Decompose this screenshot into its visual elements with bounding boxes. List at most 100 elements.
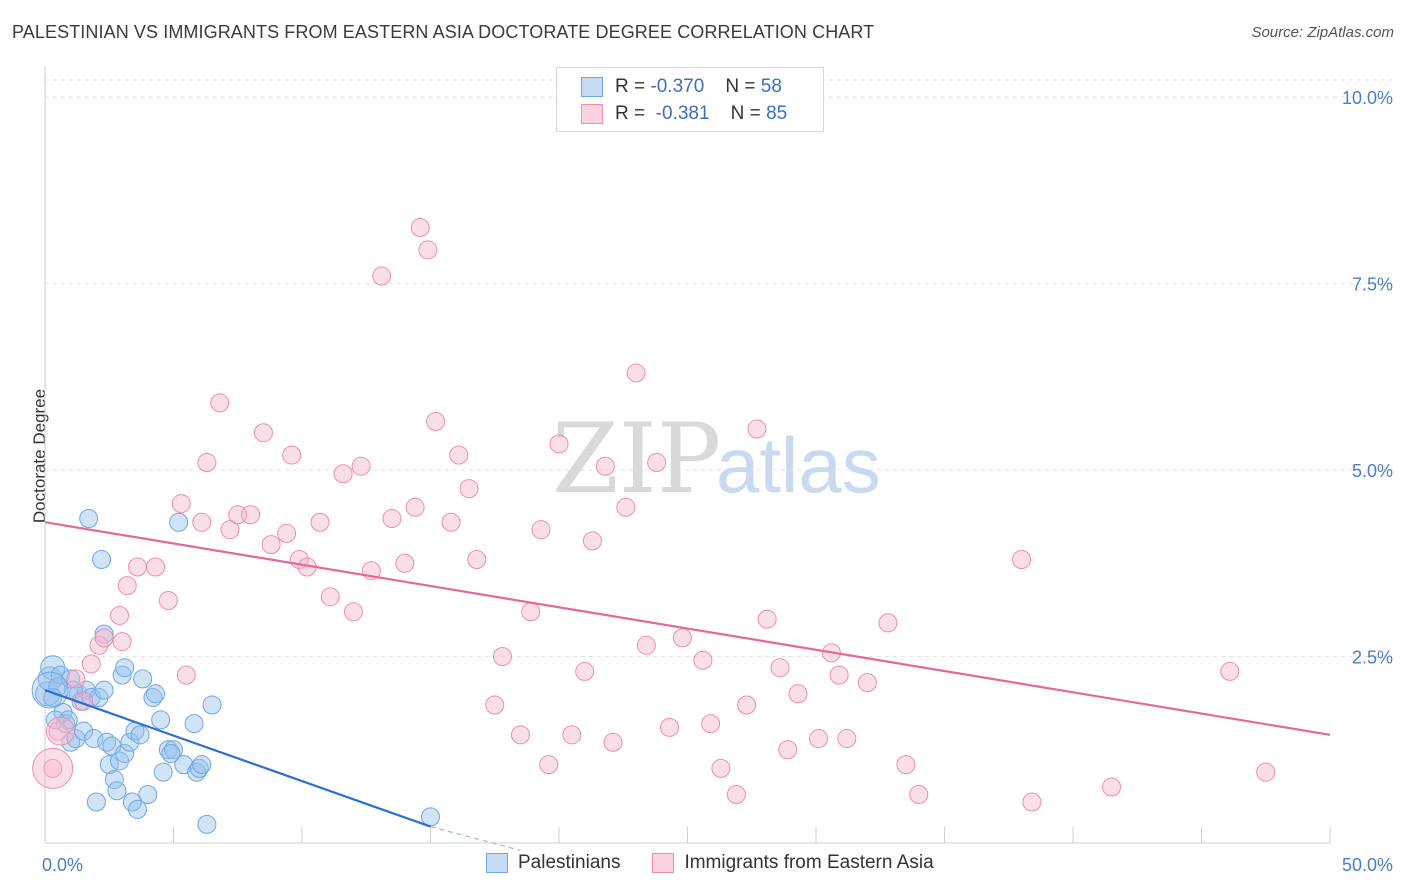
data-point xyxy=(778,740,798,760)
source-label: Source: ZipAtlas.com xyxy=(1251,24,1394,41)
data-point xyxy=(115,743,135,763)
x-tick-label-min: 0.0% xyxy=(42,855,83,875)
legend-r-label: R = xyxy=(615,103,646,124)
data-point xyxy=(110,605,130,625)
data-point xyxy=(857,673,877,693)
data-point xyxy=(112,665,132,685)
legend-r-value: -0.381 xyxy=(655,103,710,124)
data-point xyxy=(189,758,209,778)
data-point xyxy=(192,755,212,775)
data-point xyxy=(115,658,135,678)
data-point xyxy=(672,628,692,648)
data-point xyxy=(410,218,430,238)
data-point xyxy=(92,550,112,570)
data-point xyxy=(104,770,124,790)
watermark: ZIP atlas xyxy=(552,403,881,515)
watermark-atlas: atlas xyxy=(716,421,881,509)
legend-row-immigrants: R = -0.381 N = 85 xyxy=(557,101,787,127)
data-point xyxy=(449,445,469,465)
legend-swatch-pink xyxy=(652,853,675,873)
data-point xyxy=(616,497,636,517)
data-point xyxy=(146,557,166,577)
data-point xyxy=(128,557,148,577)
legend-n-label: N = xyxy=(725,76,756,97)
data-point xyxy=(747,419,767,439)
data-point xyxy=(711,758,731,778)
y-tick-label: 5.0% xyxy=(1352,461,1393,481)
correlation-legend: R = -0.370 N = 58 R = -0.381 N = 85 xyxy=(556,67,824,132)
data-point xyxy=(549,434,569,454)
data-point xyxy=(660,717,680,737)
series-legend: Palestinians Immigrants from Eastern Asi… xyxy=(486,852,966,874)
data-point xyxy=(647,453,667,473)
data-point xyxy=(539,755,559,775)
data-point xyxy=(146,684,166,704)
data-point xyxy=(531,520,551,540)
data-point xyxy=(241,505,261,525)
data-point xyxy=(351,456,371,476)
data-point-large xyxy=(32,747,74,789)
legend-n-label: N = xyxy=(730,103,761,124)
data-point xyxy=(158,591,178,611)
data-point xyxy=(61,669,81,689)
data-point xyxy=(112,632,132,652)
legend-item-immigrants[interactable]: Immigrants from Eastern Asia xyxy=(652,852,934,874)
data-point xyxy=(197,453,217,473)
data-point xyxy=(164,740,183,760)
trend-line-palestinians xyxy=(44,689,431,828)
legend-swatch-pink xyxy=(581,104,603,124)
data-point xyxy=(66,669,86,689)
data-point xyxy=(626,363,646,383)
chart-title: PALESTINIAN VS IMMIGRANTS FROM EASTERN A… xyxy=(12,22,875,42)
data-point xyxy=(1102,777,1122,797)
data-point xyxy=(562,725,582,745)
data-point xyxy=(97,732,117,752)
data-point xyxy=(43,688,63,708)
data-point xyxy=(220,520,240,540)
data-point xyxy=(133,669,153,689)
data-point xyxy=(603,732,623,752)
data-point xyxy=(184,714,204,734)
data-point xyxy=(161,743,181,763)
data-point xyxy=(837,729,857,749)
data-point xyxy=(757,609,777,629)
data-point xyxy=(395,553,415,573)
data-point xyxy=(138,785,158,805)
data-point xyxy=(143,688,163,708)
data-point xyxy=(192,512,212,532)
watermark-zip: ZIP xyxy=(552,403,721,515)
legend-label: Immigrants from Eastern Asia xyxy=(684,852,934,873)
data-point xyxy=(56,714,76,734)
data-point xyxy=(726,785,746,805)
data-point xyxy=(94,628,114,648)
data-point xyxy=(1220,661,1240,681)
data-point xyxy=(575,661,595,681)
data-point xyxy=(94,680,114,700)
data-point xyxy=(48,721,68,741)
data-point xyxy=(333,464,353,484)
data-point xyxy=(151,710,171,730)
data-point xyxy=(421,807,440,827)
data-point xyxy=(99,755,119,775)
legend-item-palestinians[interactable]: Palestinians xyxy=(486,852,620,874)
data-point xyxy=(372,266,392,286)
data-point xyxy=(595,456,615,476)
data-point xyxy=(320,587,340,607)
data-point xyxy=(382,508,402,528)
data-point xyxy=(277,523,297,543)
data-point xyxy=(81,654,101,674)
data-point xyxy=(809,729,829,749)
data-point xyxy=(86,792,106,812)
data-point xyxy=(459,479,479,499)
data-point xyxy=(107,781,127,801)
data-point xyxy=(153,762,173,782)
data-point xyxy=(521,602,541,622)
y-tick-label: 10.0% xyxy=(1342,88,1393,108)
legend-n-value: 85 xyxy=(766,103,788,124)
data-point xyxy=(282,445,302,465)
data-point xyxy=(176,665,196,685)
data-point xyxy=(737,695,757,715)
data-point xyxy=(909,785,929,805)
data-point-large xyxy=(31,671,69,709)
